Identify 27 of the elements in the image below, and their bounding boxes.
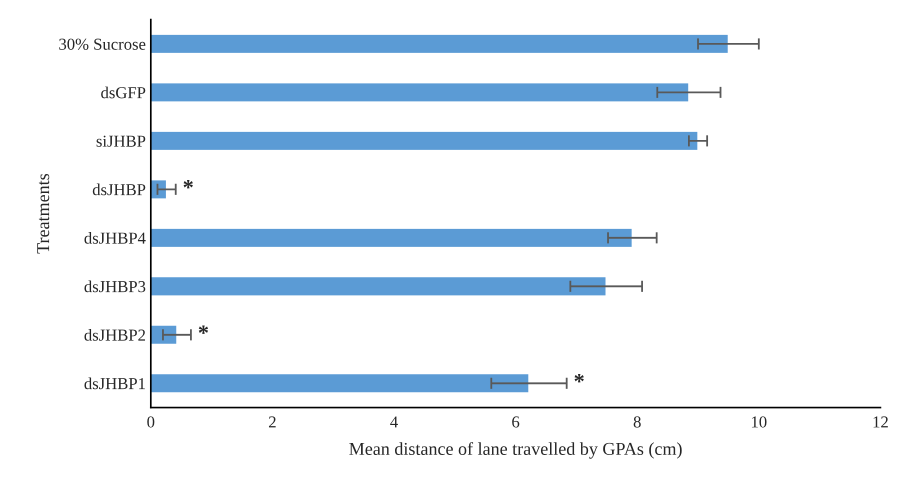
x-tick-label: 4 xyxy=(390,416,398,428)
y-tick-label: dsJHBP2 xyxy=(84,329,146,341)
annotation: * xyxy=(184,180,193,188)
y-tick-label: 30% Sucrose xyxy=(59,38,146,50)
x-tick-label: 2 xyxy=(268,416,276,428)
bar xyxy=(150,82,690,103)
y-axis-title: Treatments xyxy=(37,174,50,254)
y-tick-label: dsJHBP1 xyxy=(84,378,145,390)
bar xyxy=(150,324,178,346)
bar xyxy=(150,33,730,54)
y-tick-label: dsGFP xyxy=(101,86,146,98)
y-tick-label: siJHBP xyxy=(96,136,146,147)
x-tick-label: 6 xyxy=(512,416,520,428)
y-tick-label: dsJHBP xyxy=(92,184,146,196)
bar xyxy=(150,372,530,394)
x-tick-label: 8 xyxy=(634,416,641,428)
x-tick-label: 10 xyxy=(752,416,767,428)
y-tick-label: dsJHBP4 xyxy=(84,232,146,244)
x-tick-label: 0 xyxy=(147,416,154,428)
annotation: * xyxy=(198,325,208,334)
x-tick-label: 12 xyxy=(874,416,888,428)
annotation: * xyxy=(574,374,584,382)
y-tick-label: dsJHBP3 xyxy=(84,280,146,292)
x-axis-title: Mean distance of lane travelled by GPAs (cm) xyxy=(349,442,682,459)
bar xyxy=(150,227,634,248)
bar xyxy=(150,130,699,152)
bar xyxy=(150,276,607,297)
